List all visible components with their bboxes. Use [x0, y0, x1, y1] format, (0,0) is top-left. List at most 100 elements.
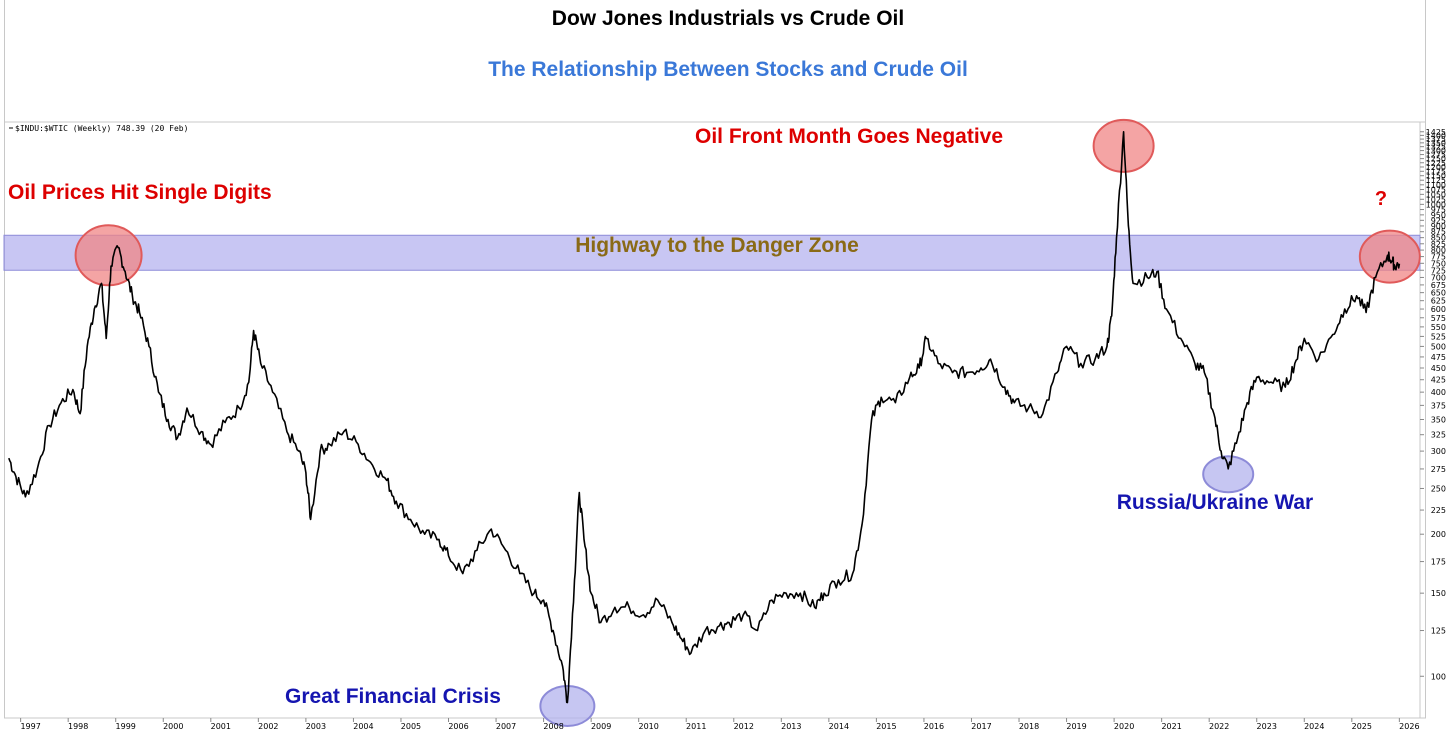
y-tick-label: 150	[1431, 589, 1446, 598]
y-tick-label: 375	[1431, 401, 1446, 410]
y-tick-label: 1425	[1426, 128, 1446, 137]
y-tick-label: 625	[1431, 297, 1446, 306]
chart-title: Dow Jones Industrials vs Crude Oil	[551, 7, 905, 30]
x-tick-label: 2021	[1161, 722, 1181, 731]
y-tick-label: 700	[1431, 273, 1446, 282]
y-tick-label: 1250	[1426, 155, 1446, 164]
y-tick-label: 550	[1431, 323, 1446, 332]
y-tick-label: 1375	[1426, 135, 1446, 144]
y-tick-label: 925	[1431, 216, 1446, 225]
x-tick-label: 2002	[258, 722, 278, 731]
x-tick-label: 2012	[734, 722, 754, 731]
annotation-great-financial-crisis: Great Financial Crisis	[285, 685, 501, 708]
x-tick-label: 2000	[163, 722, 183, 731]
y-tick-label: 400	[1431, 388, 1446, 397]
y-tick-label: 525	[1431, 332, 1446, 341]
x-tick-label: 2023	[1257, 722, 1277, 731]
x-tick-label: 2005	[401, 722, 421, 731]
y-tick-label: 825	[1431, 240, 1446, 249]
y-tick-label: 1025	[1426, 195, 1446, 204]
annotation-oil-negative: Oil Front Month Goes Negative	[695, 125, 1003, 148]
y-tick-label: 650	[1431, 289, 1446, 298]
x-tick-label: 2014	[829, 722, 849, 731]
annotation-danger-zone: Highway to the Danger Zone	[575, 234, 859, 257]
x-tick-label: 2009	[591, 722, 611, 731]
x-tick-label: 2008	[543, 722, 563, 731]
x-tick-label: 2015	[876, 722, 896, 731]
circle-russia-ukraine	[1202, 455, 1255, 494]
y-tick-label: 450	[1431, 364, 1446, 373]
x-tick-label: 2025	[1352, 722, 1372, 731]
y-tick-label: 1175	[1426, 167, 1446, 176]
y-tick-label: 475	[1431, 353, 1446, 362]
y-tick-label: 125	[1431, 627, 1446, 636]
annotation-russia-ukraine-war: Russia/Ukraine War	[1117, 491, 1313, 514]
x-tick-label: 2003	[306, 722, 326, 731]
x-tick-label: 1999	[116, 722, 136, 731]
x-tick-label: 2018	[1019, 722, 1039, 731]
y-tick-label: 1050	[1426, 190, 1446, 199]
y-tick-label: 300	[1431, 447, 1446, 456]
y-tick-label: 1075	[1426, 186, 1446, 195]
x-tick-label: 2022	[1209, 722, 1229, 731]
x-tick-label: 2016	[924, 722, 944, 731]
y-tick-label: 800	[1431, 246, 1446, 255]
y-tick-label: 325	[1431, 431, 1446, 440]
y-tick-label: 1350	[1426, 139, 1446, 148]
y-tick-label: 575	[1431, 314, 1446, 323]
x-tick-label: 1998	[68, 722, 88, 731]
y-tick-label: 500	[1431, 342, 1446, 351]
x-tick-label: 2006	[448, 722, 468, 731]
x-tick-label: 2007	[496, 722, 516, 731]
legend-label: $INDU:$WTIC (Weekly) 748.39 (20 Feb)	[15, 124, 188, 133]
x-axis-ticks: 1997 1998 1999 2000 2001 2002 2003 2004 2005 2006…	[20, 718, 1420, 731]
x-tick-label: 2004	[353, 722, 373, 731]
highlight-circles	[74, 118, 1421, 727]
chart-frame	[4, 0, 1426, 718]
chart-subtitle: The Relationship Between Stocks and Crud…	[488, 58, 968, 81]
danger-zone-band	[3, 234, 1421, 271]
x-tick-label: 2020	[1114, 722, 1134, 731]
y-tick-label: 1300	[1426, 147, 1446, 156]
y-tick-label: 975	[1431, 206, 1446, 215]
annotation-oil-single-digits: Oil Prices Hit Single Digits	[8, 181, 272, 204]
y-tick-label: 1000	[1426, 200, 1446, 209]
x-tick-label: 2024	[1304, 722, 1324, 731]
y-tick-label: 750	[1431, 259, 1446, 268]
y-tick-label: 675	[1431, 281, 1446, 290]
y-tick-label: 1225	[1426, 159, 1446, 168]
x-tick-label: 1997	[20, 722, 40, 731]
y-tick-label: 1400	[1426, 131, 1446, 140]
ratio-series-line	[8, 131, 1401, 704]
y-tick-label: 875	[1431, 228, 1446, 237]
y-tick-label: 225	[1431, 506, 1446, 515]
circle-gfc	[539, 684, 596, 727]
y-tick-label: 1200	[1426, 163, 1446, 172]
y-tick-label: 250	[1431, 484, 1446, 493]
y-tick-label: 600	[1431, 305, 1446, 314]
y-tick-label: 200	[1431, 530, 1446, 539]
y-tick-label: 100	[1431, 672, 1446, 681]
y-tick-label: 850	[1431, 234, 1446, 243]
x-tick-label: 2017	[971, 722, 991, 731]
y-tick-label: 900	[1431, 222, 1446, 231]
annotation-question-mark: ?	[1375, 188, 1387, 210]
y-tick-label: 1275	[1426, 151, 1446, 160]
y-tick-label: 425	[1431, 376, 1446, 385]
circle-oil-single-digits	[74, 224, 143, 287]
x-tick-label: 2026	[1399, 722, 1419, 731]
x-tick-label: 2011	[686, 722, 706, 731]
y-tick-label: 1325	[1426, 143, 1446, 152]
y-tick-label: 175	[1431, 558, 1446, 567]
y-tick-label: 775	[1431, 253, 1446, 262]
y-tick-label: 950	[1431, 211, 1446, 220]
y-tick-label: 350	[1431, 416, 1446, 425]
y-tick-label: 275	[1431, 465, 1446, 474]
x-tick-label: 2001	[211, 722, 231, 731]
y-tick-label: 1150	[1426, 172, 1446, 181]
y-tick-label: 1125	[1426, 176, 1446, 185]
x-tick-label: 2019	[1066, 722, 1086, 731]
x-tick-label: 2013	[781, 722, 801, 731]
y-tick-label: 1100	[1426, 181, 1446, 190]
